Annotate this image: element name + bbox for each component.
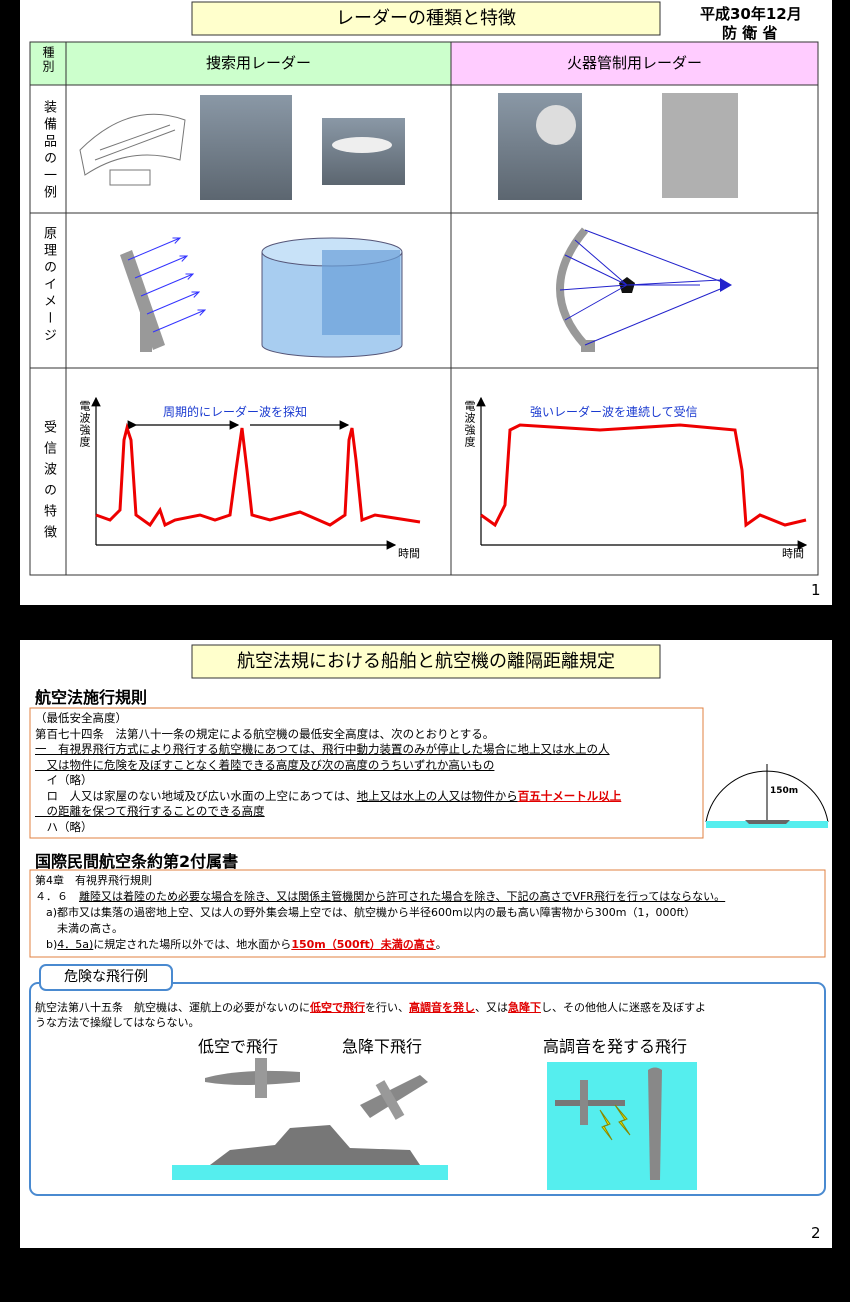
text-segment: ハ（略）	[35, 819, 93, 834]
tab-heading: 危険な飛行例	[64, 969, 148, 985]
text-segment: 一 有視界飛行方式により飛行する航空機にあつては、飛行中動力装置のみが停止した場…	[35, 742, 610, 756]
example-illustrations	[172, 1058, 697, 1190]
text-line: イ（略）	[35, 773, 621, 789]
page-number: 1	[811, 581, 821, 599]
distance-diagram	[705, 764, 829, 828]
text-segment: 第百七十四条 法第八十一条の規定による航空機の最低安全高度は、次のとおりとする。	[35, 726, 495, 741]
text-line: 未満の高さ。	[35, 921, 725, 937]
axis-label: 時間	[782, 547, 804, 560]
text-line: b)4．5a)に規定された場所以外では、地水面から150m（500ft）未満の高…	[35, 937, 725, 953]
text-box	[29, 707, 704, 839]
text-segment: 第4章 有視界飛行規則	[35, 874, 152, 887]
text-box	[29, 982, 826, 1196]
tab-box	[39, 964, 173, 991]
equipment-photos	[79, 93, 738, 200]
text-line: の距離を保つて飛行することのできる高度	[35, 804, 621, 820]
text-line: a)都市又は集落の過密地上空、又は人の野外集会場上空では、航空機から半径600m…	[35, 905, 725, 921]
text-segment: 、又は	[475, 1001, 508, 1014]
annotation: 強いレーダー波を連続して受信	[530, 405, 698, 419]
text-line: ４．６ 離陸又は着陸のため必要な場合を除き、又は関係主管機関から許可された場合を…	[35, 889, 725, 905]
example-label: 低空で飛行	[198, 1037, 279, 1056]
text-segment: 150m（500ft）未満の高さ	[291, 938, 436, 951]
text-line: 又は物件に危険を及ぼすことなく着陸できる高度及び次の高度のうちいずれか高いもの	[35, 758, 621, 774]
table-grid	[29, 41, 819, 576]
diagram-label: 150m	[770, 786, 799, 796]
text-block: （最低安全高度） 第百七十四条 法第八十一条の規定による航空機の最低安全高度は、次…	[35, 711, 621, 835]
slide-title: 航空法規における船舶と航空機の離隔距離規定	[237, 651, 615, 672]
header-label: 火器管制用レーダー	[566, 54, 702, 72]
text-segment: 高調音を発し	[409, 1001, 475, 1014]
axis-label: 時間	[398, 547, 420, 560]
text-segment: 航空法第八十五条 航空機は、運航上の必要がないのに	[35, 1001, 310, 1014]
text-segment: に規定された場所以外では、地水面から	[93, 938, 292, 951]
text-line: 航空法第八十五条 航空機は、運航上の必要がないのに低空で飛行を行い、高調音を発し…	[35, 1000, 706, 1015]
text-line: 一 有視界飛行方式により飛行する航空機にあつては、飛行中動力装置のみが停止した場…	[35, 742, 621, 758]
text-segment: a)都市又は集落の過密地上空、又は人の野外集会場上空では、航空機から半径600m…	[35, 906, 696, 919]
text-segment: の距離を保つて飛行することのできる高度	[35, 804, 265, 818]
title-box	[191, 644, 661, 679]
axis-label: 電波強度	[78, 400, 91, 448]
text-segment: ４．６	[35, 890, 79, 903]
text-segment: 4．5a)	[57, 938, 94, 951]
text-segment: し、その他他人に迷惑を及ぼすよ	[541, 1001, 706, 1014]
section-heading: 航空法施行規則	[35, 688, 148, 707]
text-segment: 離陸又は着陸のため必要な場合を除き、又は関係主管機関から許可された場合を除き、下…	[79, 890, 726, 903]
header-cell	[30, 42, 66, 85]
slide-title: レーダーの種類と特徴	[336, 8, 516, 29]
text-line: ロ 人又は家屋のない地域及び広い水面の上空にあつては、地上又は水上の人又は物件か…	[35, 789, 621, 805]
text-segment: 地上又は水上の人又は物件から	[356, 788, 518, 803]
page-number: 2	[811, 1224, 821, 1242]
row-label: 受信波の特徴	[41, 420, 56, 546]
text-line: ハ（略）	[35, 820, 621, 836]
title-box	[191, 1, 661, 36]
date: 平成30年12月	[700, 5, 802, 23]
text-segment: b)	[35, 938, 58, 951]
row-label: 装備品の一例	[41, 100, 56, 202]
example-label: 急降下飛行	[342, 1037, 423, 1056]
principle-images	[120, 227, 732, 358]
text-segment: 又は物件に危険を及ぼすことなく着陸できる高度及び次の高度のうちいずれか高いもの	[35, 757, 495, 772]
text-line: うな方法で操縦してはならない。	[35, 1015, 706, 1030]
section-heading: 国際民間航空条約第2付属書	[35, 852, 239, 871]
text-box	[29, 869, 826, 958]
text-segment: を行い、	[365, 1001, 409, 1014]
header-cell	[451, 42, 818, 85]
text-segment: 。	[435, 938, 447, 951]
text-block: 航空法第八十五条 航空機は、運航上の必要がないのに低空で飛行を行い、高調音を発し…	[35, 1000, 706, 1030]
text-segment: 百五十メートル以上	[517, 788, 622, 803]
axis-label: 電波強度	[463, 400, 476, 448]
header-label: 種別	[41, 46, 55, 74]
row-label: 原理のイメージ	[41, 226, 56, 345]
annotation: 周期的にレーダー波を探知	[163, 405, 308, 419]
text-line: （最低安全高度）	[35, 711, 621, 727]
header-cell	[66, 42, 451, 85]
header-label: 捜索用レーダー	[205, 54, 311, 72]
organization: 防 衛 省	[722, 24, 778, 42]
text-block: 第4章 有視界飛行規則 ４．６ 離陸又は着陸のため必要な場合を除き、又は関係主管機…	[35, 873, 725, 953]
wave-charts	[91, 396, 808, 550]
text-segment: 急降下	[508, 1001, 541, 1014]
text-line: 第百七十四条 法第八十一条の規定による航空機の最低安全高度は、次のとおりとする。	[35, 727, 621, 743]
text-segment: （最低安全高度）	[35, 711, 127, 725]
example-label: 高調音を発する飛行	[543, 1037, 688, 1056]
text-segment: 低空で飛行	[310, 1001, 365, 1014]
text-line: 第4章 有視界飛行規則	[35, 873, 725, 889]
text-segment: 未満の高さ。	[35, 922, 123, 935]
text-segment: うな方法で操縦してはならない。	[35, 1016, 200, 1029]
text-segment: ロ 人又は家屋のない地域及び広い水面の上空にあつては、	[35, 788, 357, 803]
text-segment: イ（略）	[35, 773, 93, 787]
